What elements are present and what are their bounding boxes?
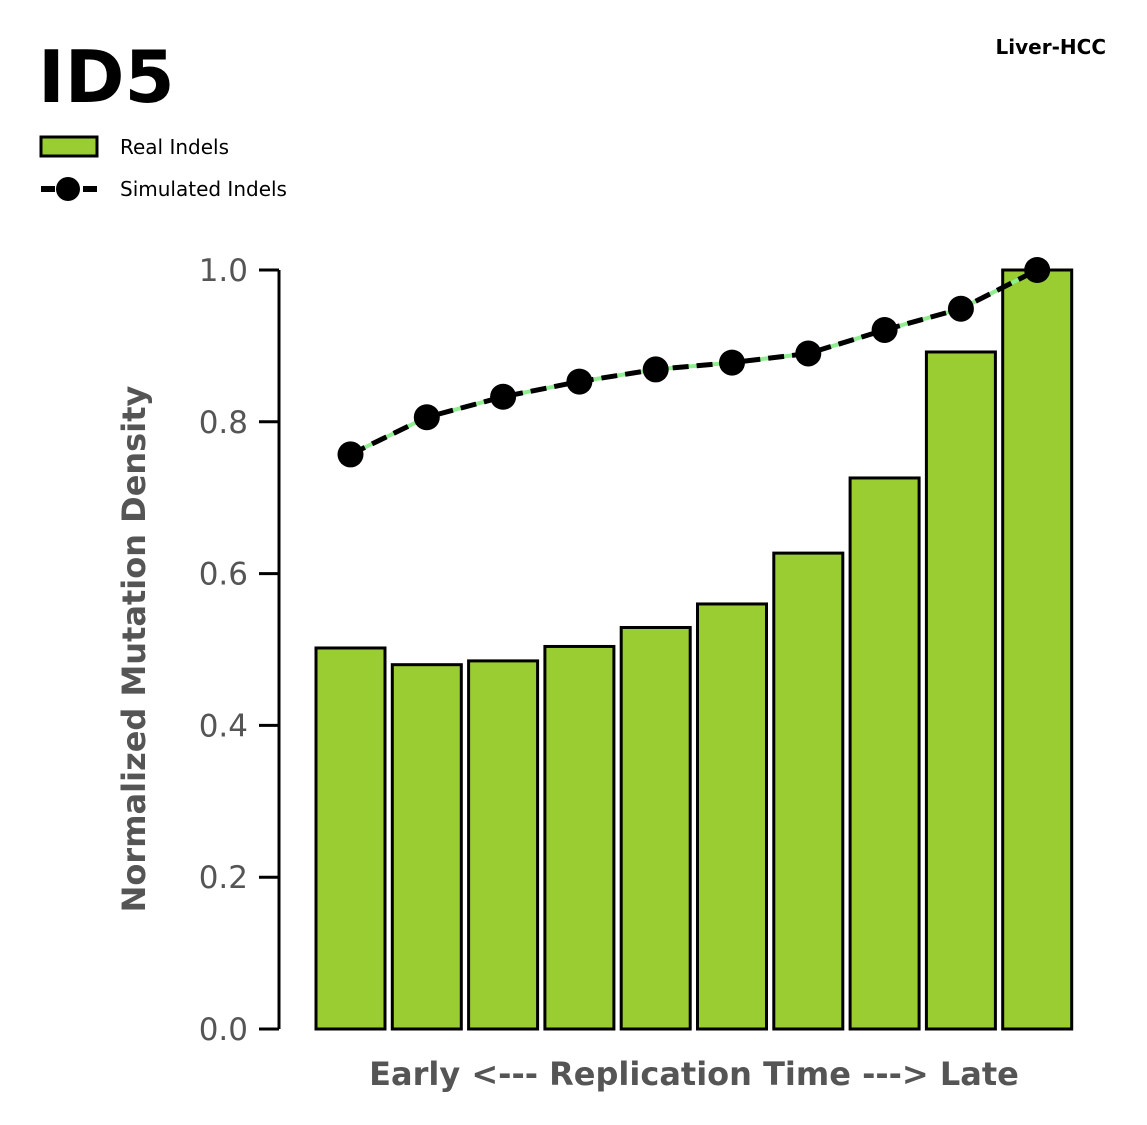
chart-subtitle: Liver-HCC [996, 35, 1106, 59]
y-axis-label: Normalized Mutation Density [115, 386, 153, 913]
bar-real-indels [390, 663, 463, 1031]
point-simulated-indels [337, 441, 364, 468]
legend-marker-simulated-indels [56, 177, 80, 201]
line-path-simulated-indels [349, 267, 1039, 457]
y-tick-label: 1.0 [199, 253, 248, 289]
bar-real-indels [924, 350, 997, 1031]
x-axis-label: Early <--- Replication Time ---> Late [369, 1055, 1019, 1093]
y-tick-label: 0.4 [199, 708, 248, 744]
point-simulated-indels [413, 404, 440, 431]
bar-real-indels [543, 644, 616, 1031]
bar-real-indels [314, 646, 387, 1031]
bars-real-indels [314, 268, 1074, 1031]
point-simulated-indels [947, 295, 974, 322]
legend-label-simulated-indels: Simulated Indels [120, 177, 287, 201]
y-axis-ticks: 0.0 0.2 0.4 0.6 0.8 1.0 [199, 253, 279, 1048]
y-tick-label: 0.8 [199, 405, 248, 441]
legend: Real Indels Simulated Indels [39, 135, 287, 201]
line-simulated-indels [337, 257, 1051, 468]
y-tick-label: 0.0 [199, 1012, 248, 1048]
chart-title: ID5 [38, 35, 175, 119]
bar-real-indels [772, 551, 845, 1031]
bar-real-indels [1001, 268, 1074, 1031]
point-simulated-indels [642, 356, 669, 383]
y-tick-label: 0.6 [199, 557, 248, 593]
y-tick-label: 0.2 [199, 860, 248, 896]
point-simulated-indels [871, 316, 898, 343]
point-simulated-indels [490, 383, 517, 410]
legend-label-real-indels: Real Indels [120, 135, 229, 159]
bar-real-indels [619, 625, 692, 1031]
point-simulated-indels [719, 349, 745, 376]
point-simulated-indels [795, 340, 822, 367]
bar-real-indels [848, 476, 921, 1031]
bar-real-indels [467, 659, 540, 1031]
legend-swatch-real-indels [39, 135, 99, 158]
point-simulated-indels [566, 368, 593, 395]
point-simulated-indels [1024, 257, 1051, 283]
bar-real-indels [696, 602, 768, 1031]
